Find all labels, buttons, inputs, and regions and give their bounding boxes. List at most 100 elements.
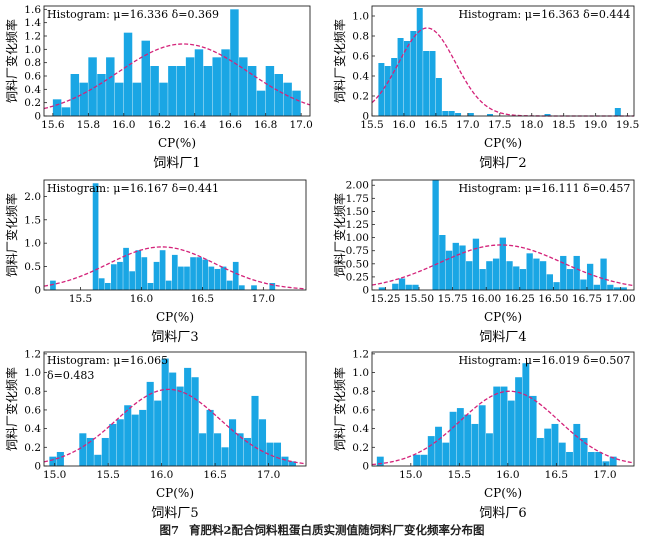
histogram-bar [614, 108, 621, 116]
y-tick-label: 1.2 [24, 348, 41, 360]
histogram-bar [479, 269, 486, 290]
x-tick-label: 15.5 [448, 469, 471, 481]
histogram-bar [153, 261, 160, 290]
y-tick-label: 0.8 [352, 31, 369, 43]
y-tick-label: 1.50 [346, 206, 369, 218]
histogram-bar [154, 400, 162, 466]
histogram-bar [283, 82, 292, 116]
y-tick-label: 0.6 [24, 71, 41, 83]
x-axis-label: CP(%) [156, 310, 194, 324]
histogram-bar [214, 433, 222, 466]
y-axis-label: 饲料厂变化频率 [4, 367, 19, 451]
histogram-bar [281, 456, 289, 466]
y-tick-label: 1.0 [352, 11, 369, 23]
chart-panel-5: 15.0 15.5 16.0 16.5 17.0 0 0.2 0.4 0.6 0.8 1.0 1.2 H… [4, 348, 307, 520]
x-tick-label: 16.0 [112, 119, 135, 131]
chart-panel-1: 15.6 15.8 16.0 16.2 16.4 16.6 16.8 17.000.20.40… [4, 4, 313, 171]
histogram-bar [273, 442, 282, 466]
y-tick-label: 2.0 [24, 191, 41, 203]
x-axis-label: CP(%) [484, 486, 522, 500]
histogram-bar [448, 111, 455, 116]
y-tick-label: 0.2 [24, 97, 41, 109]
histogram-bar [109, 423, 117, 466]
histogram-bar [397, 38, 404, 116]
histogram-bar [467, 113, 474, 116]
x-axis-label: CP(%) [484, 136, 522, 150]
y-tick-label: 0.6 [352, 51, 369, 63]
histogram-bar [266, 442, 274, 466]
histogram-bar [236, 433, 244, 466]
histogram-title: Histogram: μ=16.167 δ=0.441 [47, 182, 219, 195]
plot-frame [43, 179, 307, 291]
histogram-bar [256, 90, 266, 116]
plot-frame [43, 5, 311, 117]
histogram-bar [116, 419, 124, 466]
chart-panel-6: 15.0 15.5 16.0 16.5 17.0 0 0.2 0.4 0.6 0.8 1.0 1.2 H… [332, 348, 635, 520]
x-tick-label: 15.5 [360, 119, 383, 131]
y-tick-label: 0 [362, 461, 369, 473]
histogram-bar [206, 409, 214, 466]
y-tick-label: 0.4 [24, 423, 41, 435]
histogram-bar [432, 180, 439, 290]
x-tick-label: 17.0 [289, 119, 312, 131]
x-tick-label: 16.8 [254, 119, 277, 131]
histogram-bar [500, 386, 508, 466]
y-tick-label: 0.2 [352, 91, 369, 103]
histogram-bar [486, 261, 493, 290]
plot-frame [371, 351, 635, 467]
histogram-bar [185, 57, 195, 116]
y-tick-label: 0 [34, 461, 41, 473]
histogram-bar [466, 261, 473, 290]
histogram-bar [573, 255, 580, 290]
x-axis-label: CP(%) [156, 486, 194, 500]
y-axis-label: 饲料厂变化频率 [4, 193, 19, 277]
y-tick-label: 0 [362, 111, 369, 123]
histogram-bar [251, 395, 259, 466]
histogram-bar [544, 428, 552, 466]
histogram-bar [258, 419, 267, 466]
histogram-bar [79, 82, 88, 116]
histogram-bar [607, 284, 614, 290]
histogram-bar [405, 284, 412, 290]
chart-panel-4: 15.25 15.50 15.75 16.00 16.25 16.50 16.75 17.00… [332, 179, 636, 345]
x-tick-label: 15.75 [438, 293, 468, 305]
histogram-bar [413, 454, 421, 466]
histogram-bar [492, 258, 500, 290]
histogram-bar [49, 456, 57, 466]
x-axis-label: CP(%) [158, 136, 196, 150]
histogram-bar [88, 57, 97, 116]
histogram-bar [50, 280, 56, 290]
histogram-bar [265, 66, 275, 116]
histogram-bar [416, 8, 423, 116]
histogram-bar [139, 409, 147, 466]
x-tick-label: 16.75 [572, 293, 602, 305]
y-tick-label: 0 [34, 111, 41, 123]
histogram-bar [378, 63, 385, 116]
normal-curve [43, 388, 307, 465]
histogram-bar [221, 447, 229, 466]
histogram-bar [97, 74, 106, 116]
x-tick-label: 15.6 [41, 119, 65, 131]
x-tick-label: 17.0 [252, 293, 275, 305]
histogram-bar [539, 261, 547, 290]
figure-charts: 15.6 15.8 16.0 16.2 16.4 16.6 16.8 17.000.20.40… [4, 4, 639, 520]
histogram-bar [420, 454, 428, 466]
histogram-bar [114, 82, 124, 116]
histogram-bar [61, 107, 71, 116]
y-tick-label: 1.2 [24, 31, 41, 43]
histogram-bar [94, 454, 102, 466]
y-tick-label: 1.5 [24, 214, 41, 226]
histogram-bar [165, 280, 172, 290]
histogram-bar [202, 259, 209, 290]
x-tick-label: 16.5 [203, 469, 226, 481]
x-tick-label: 16.6 [219, 119, 243, 131]
histogram-bar [292, 90, 301, 116]
histogram-bar [141, 40, 150, 116]
histogram-bar [92, 183, 99, 290]
y-tick-label: 0.4 [24, 84, 41, 96]
y-tick-label: 0 [34, 285, 41, 297]
histogram-bar [471, 423, 479, 466]
x-tick-label: 16.5 [424, 119, 447, 131]
histogram-bar [177, 66, 186, 116]
y-tick-label: 0.8 [352, 386, 369, 398]
